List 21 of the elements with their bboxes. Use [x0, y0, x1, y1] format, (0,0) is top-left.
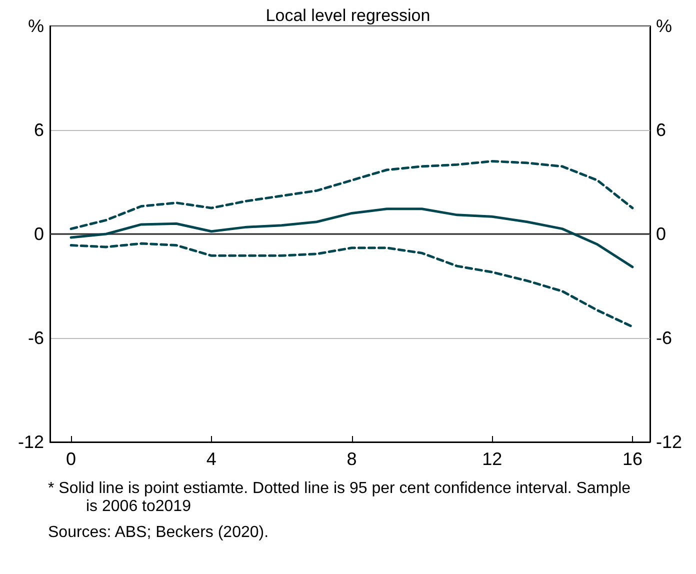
y2-tick-label: -12: [656, 432, 682, 452]
x-tick-label: 16: [622, 449, 642, 469]
text: * Solid line is point estiamte. Dotted line is 95 per cent confidence interval. Sample is 2006 to2019: [48, 480, 632, 516]
line-series: [70, 208, 634, 268]
line-series: [70, 160, 634, 230]
y-tick-label: -12: [18, 432, 44, 452]
y2-tick-label: 6: [656, 120, 666, 140]
x-tick-label: 4: [206, 449, 216, 469]
line-series: [70, 242, 634, 328]
y2-tick-label: %: [656, 16, 672, 36]
y2-tick-label: -6: [656, 328, 672, 348]
y-tick-label: -6: [28, 328, 44, 348]
y-tick-label: %: [28, 16, 44, 36]
source-note: Sources: ABS; Beckers (2020).: [48, 524, 270, 542]
x-tick-label: 12: [482, 449, 502, 469]
y-tick-label: 0: [34, 224, 44, 244]
y2-tick-label: 0: [656, 224, 666, 244]
chart-title: Local level regression: [266, 6, 430, 25]
y-tick-label: 6: [34, 120, 44, 140]
x-tick-label: 8: [346, 449, 357, 469]
x-tick-label: 0: [66, 449, 76, 469]
